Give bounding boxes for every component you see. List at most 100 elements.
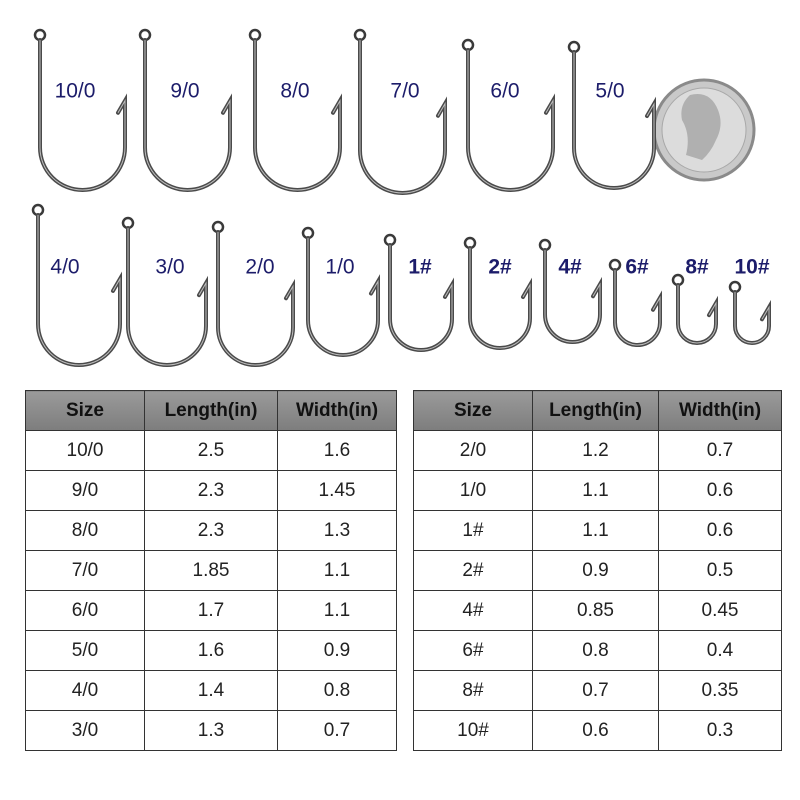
cell: 1.3 [277,510,397,551]
size-label: 1/0 [325,256,354,279]
cell: 10# [413,710,533,751]
hook [613,268,662,347]
size-label: 6/0 [490,80,519,103]
cell: 0.8 [532,630,659,671]
cell: 2# [413,550,533,591]
size-label: 1# [408,256,432,279]
cell: 0.9 [532,550,659,591]
cell: 8/0 [25,510,145,551]
cell: 1/0 [413,470,533,511]
cell: 0.35 [658,670,782,711]
size-label: 5/0 [595,80,624,103]
cell: 1.85 [144,550,278,591]
size-label: 3/0 [155,256,184,279]
size-label: 2# [488,256,512,279]
hook-shine [544,250,601,343]
cell: 10/0 [25,430,145,471]
cell: 1.1 [277,590,397,631]
row: 9/0 2.3 1.45 [25,470,397,511]
hook-shine [573,52,655,189]
header-cell: Size [25,390,145,431]
hook-shine [307,238,379,356]
row: 7/0 1.85 1.1 [25,550,397,591]
cell: 0.9 [277,630,397,671]
cell: 7/0 [25,550,145,591]
hook [36,213,122,367]
header-row: Size Length(in) Width(in) [413,390,782,431]
row: 1/0 1.1 0.6 [413,470,782,511]
hook-shine [734,292,770,344]
size-label: 8/0 [280,80,309,103]
size-label: 7/0 [390,80,419,103]
cell: 1.1 [532,470,659,511]
header-row: Size Length(in) Width(in) [25,390,397,431]
cell: 4# [413,590,533,631]
hook [38,38,127,192]
cell: 0.7 [277,710,397,751]
cell: 0.7 [532,670,659,711]
cell: 1.1 [277,550,397,591]
hook [126,226,208,367]
cell: 1.6 [277,430,397,471]
cell: 0.4 [658,630,782,671]
cell: 2.5 [144,430,278,471]
hook-shine [469,248,531,349]
cell: 1.45 [277,470,397,511]
row: 6# 0.8 0.4 [413,630,782,671]
cell: 1.4 [144,670,278,711]
size-table: Size Length(in) Width(in) 2/0 1.2 0.7 1/0 1.1 0.… [413,390,782,751]
row: 2# 0.9 0.5 [413,550,782,591]
size-label: 9/0 [170,80,199,103]
hook-shine [254,40,341,191]
cell: 1.2 [532,430,659,471]
hook [466,48,555,192]
size-label: 2/0 [245,256,274,279]
row: 4/0 1.4 0.8 [25,670,397,711]
coin [652,78,756,182]
hook-shine [217,232,294,366]
cell: 6# [413,630,533,671]
hook-shine [467,50,554,191]
cell: 0.5 [658,550,782,591]
hook-shine [359,40,446,194]
size-label: 10# [734,256,769,279]
hook-shine [144,40,231,191]
header-cell: Width(in) [277,390,397,431]
size-table: Size Length(in) Width(in) 10/0 2.5 1.6 9/0 2.3 1… [25,390,397,751]
cell: 1.6 [144,630,278,671]
cell: 2.3 [144,510,278,551]
row: 4# 0.85 0.45 [413,590,782,631]
cell: 1# [413,510,533,551]
hook [572,50,656,190]
cell: 0.6 [658,470,782,511]
hook-shine [39,40,126,191]
cell: 6/0 [25,590,145,631]
cell: 0.45 [658,590,782,631]
cell: 9/0 [25,470,145,511]
row: 5/0 1.6 0.9 [25,630,397,671]
hook-shine [389,245,453,351]
hook [676,283,718,345]
cell: 1.3 [144,710,278,751]
hook-shine [677,285,717,344]
row: 8/0 2.3 1.3 [25,510,397,551]
row: 3/0 1.3 0.7 [25,710,397,751]
cell: 8# [413,670,533,711]
row: 2/0 1.2 0.7 [413,430,782,471]
hooks-figure: 10/0 9/0 8/0 7/0 6/0 5/0 4/0 3/0 2/0 1/0 1# 2# 4# 6# 8… [31,28,771,367]
cell: 1.1 [532,510,659,551]
cell: 0.85 [532,590,659,631]
cell: 0.7 [658,430,782,471]
size-label: 8# [685,256,709,279]
cell: 0.6 [658,510,782,551]
size-label: 10/0 [55,80,96,103]
hook-shine [37,215,121,366]
hook-shine [127,228,207,366]
row: 8# 0.7 0.35 [413,670,782,711]
header-cell: Length(in) [532,390,659,431]
cell: 0.8 [277,670,397,711]
cell: 3/0 [25,710,145,751]
row: 6/0 1.7 1.1 [25,590,397,631]
hook [216,230,295,367]
